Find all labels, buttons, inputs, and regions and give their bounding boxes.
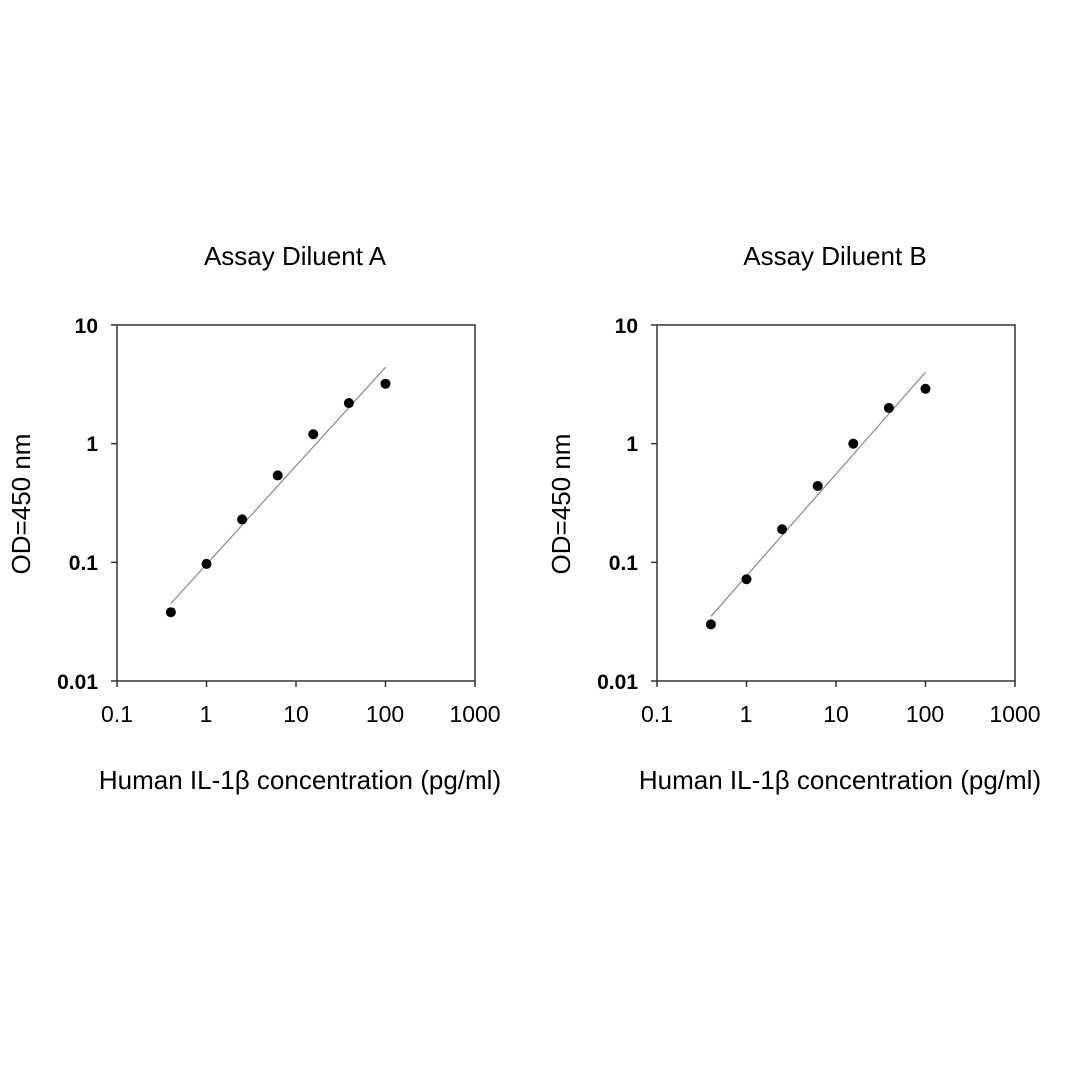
y-tick-label: 10	[615, 315, 638, 338]
x-tick-label: 1000	[449, 701, 500, 727]
data-point	[380, 378, 391, 389]
data-point	[165, 607, 176, 618]
x-tick-label: 0.1	[101, 701, 133, 727]
x-tick-label: 1	[740, 701, 753, 727]
y-tick-label: 1	[626, 433, 638, 456]
chart-title: Assay Diluent B	[743, 241, 927, 271]
y-tick-label: 0.01	[597, 671, 638, 694]
x-tick-label: 10	[283, 701, 309, 727]
chart-b: Assay Diluent B OD=450 nm Human IL-1β co…	[546, 241, 1041, 795]
x-tick-label: 1	[200, 701, 213, 727]
data-point	[777, 524, 788, 535]
chart-a: Assay Diluent A OD=450 nm Human IL-1β co…	[6, 241, 501, 795]
data-point	[920, 383, 931, 394]
x-axis-label: Human IL-1β concentration (pg/ml)	[639, 765, 1041, 795]
chart-panel-a: Assay Diluent A OD=450 nm Human IL-1β co…	[6, 241, 501, 795]
data-point	[848, 438, 859, 449]
chart-panel-b: Assay Diluent B OD=450 nm Human IL-1β co…	[540, 0, 1080, 1080]
x-tick-label: 100	[906, 701, 944, 727]
chart-title: Assay Diluent A	[204, 241, 387, 271]
y-tick-label: 0.1	[609, 552, 639, 575]
data-point	[812, 480, 823, 491]
y-axis-label: OD=450 nm	[546, 434, 576, 575]
data-point	[237, 514, 248, 525]
data-point	[741, 574, 752, 585]
data-point	[343, 398, 354, 409]
y-tick-label: 10	[75, 315, 98, 338]
x-tick-label: 0.1	[641, 701, 673, 727]
data-point	[883, 402, 894, 413]
x-axis-label: Human IL-1β concentration (pg/ml)	[99, 765, 501, 795]
y-axis-label: OD=450 nm	[6, 434, 36, 575]
data-point	[272, 470, 283, 481]
y-tick-label: 1	[86, 433, 98, 456]
y-tick-label: 0.1	[69, 552, 99, 575]
y-tick-label: 0.01	[57, 671, 98, 694]
x-tick-label: 10	[823, 701, 849, 727]
data-point	[201, 558, 212, 569]
plot-frame	[116, 324, 476, 682]
x-tick-label: 1000	[989, 701, 1040, 727]
x-tick-label: 100	[366, 701, 404, 727]
data-point	[308, 429, 319, 440]
data-point	[705, 619, 716, 630]
